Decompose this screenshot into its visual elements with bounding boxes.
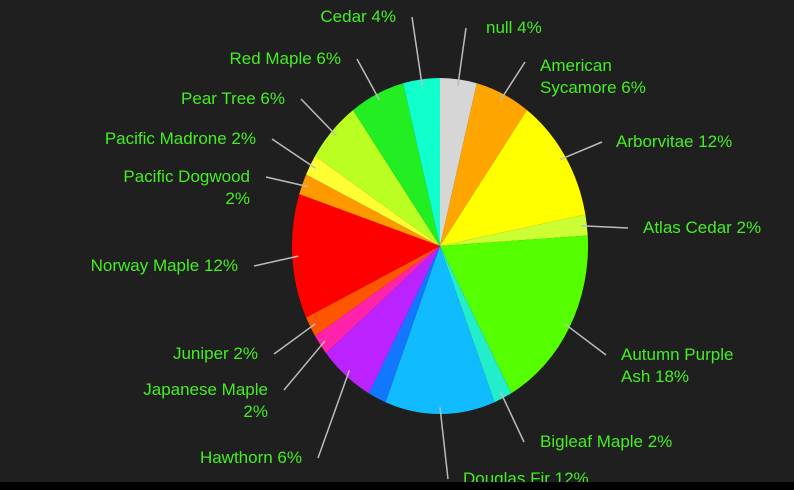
- leader-line: [317, 370, 351, 459]
- slice-label: Pear Tree 6%: [181, 89, 285, 108]
- pie-slice-pacific-dogwood: [299, 174, 440, 246]
- slice-label: American Sycamore 6%: [540, 56, 646, 97]
- leader-line: [499, 61, 526, 101]
- pie-slice-hawthorn: [325, 246, 440, 394]
- leader-line: [564, 323, 607, 356]
- leader-line: [265, 176, 309, 188]
- leader-line: [356, 58, 381, 101]
- slice-label: Hawthorn 6%: [200, 448, 302, 467]
- pie-slices: [292, 78, 589, 414]
- leader-line: [499, 391, 525, 443]
- slice-label: Norway Maple 12%: [91, 256, 238, 275]
- slice-label: Pacific Madrone 2%: [105, 129, 256, 148]
- slice-label: Red Maple 6%: [229, 49, 341, 68]
- slice-label: null 4%: [486, 18, 542, 37]
- slice-label: Cedar 4%: [320, 7, 396, 26]
- bottom-border: [0, 482, 794, 490]
- slice-label: Bigleaf Maple 2%: [540, 432, 672, 451]
- pie-slice-autumn-purple-ash: [440, 235, 589, 394]
- leader-line: [580, 225, 629, 229]
- slice-label: Atlas Cedar 2%: [643, 218, 761, 237]
- slice-label: Juniper 2%: [173, 344, 258, 363]
- leader-line: [300, 98, 337, 137]
- pie-slice-pear-tree: [315, 110, 440, 246]
- pie-slice-atlas-cedar: [440, 214, 588, 246]
- pie-slice-bigleaf-maple: [440, 246, 512, 403]
- pie-slice-japanese-maple: [315, 246, 440, 354]
- leader-line: [283, 340, 326, 391]
- leader-line: [439, 407, 449, 480]
- leader-line: [273, 323, 316, 355]
- pie-slice-hawthorn: [368, 246, 440, 403]
- leader-line: [457, 27, 467, 87]
- leader-line: [253, 255, 299, 267]
- pie-slice-arborvitae: [440, 110, 586, 246]
- slice-label: Pacific Dogwood 2%: [123, 167, 250, 208]
- slice-label: Japanese Maple 2%: [143, 380, 268, 421]
- slice-label: Arborvitae 12%: [616, 132, 732, 151]
- pie-slice-juniper: [306, 246, 440, 337]
- leader-line: [559, 141, 603, 161]
- pie-slice-norway-maple: [292, 194, 440, 318]
- pie-slice-pacific-madrone: [306, 155, 440, 246]
- slice-label: Autumn Purple Ash 18%: [621, 345, 733, 386]
- pie-slice-american-sycamore: [440, 83, 527, 246]
- pie-slice-cedar: [403, 78, 440, 246]
- leader-line: [271, 138, 316, 169]
- pie-slice-douglas-fir: [385, 246, 495, 414]
- leader-line: [411, 16, 423, 87]
- pie-slice-null: [440, 78, 477, 246]
- pie-slice-red-maple: [353, 83, 440, 246]
- pie-labels: null 4% American Sycamore 6% Arborvitae 12%…: [91, 7, 762, 488]
